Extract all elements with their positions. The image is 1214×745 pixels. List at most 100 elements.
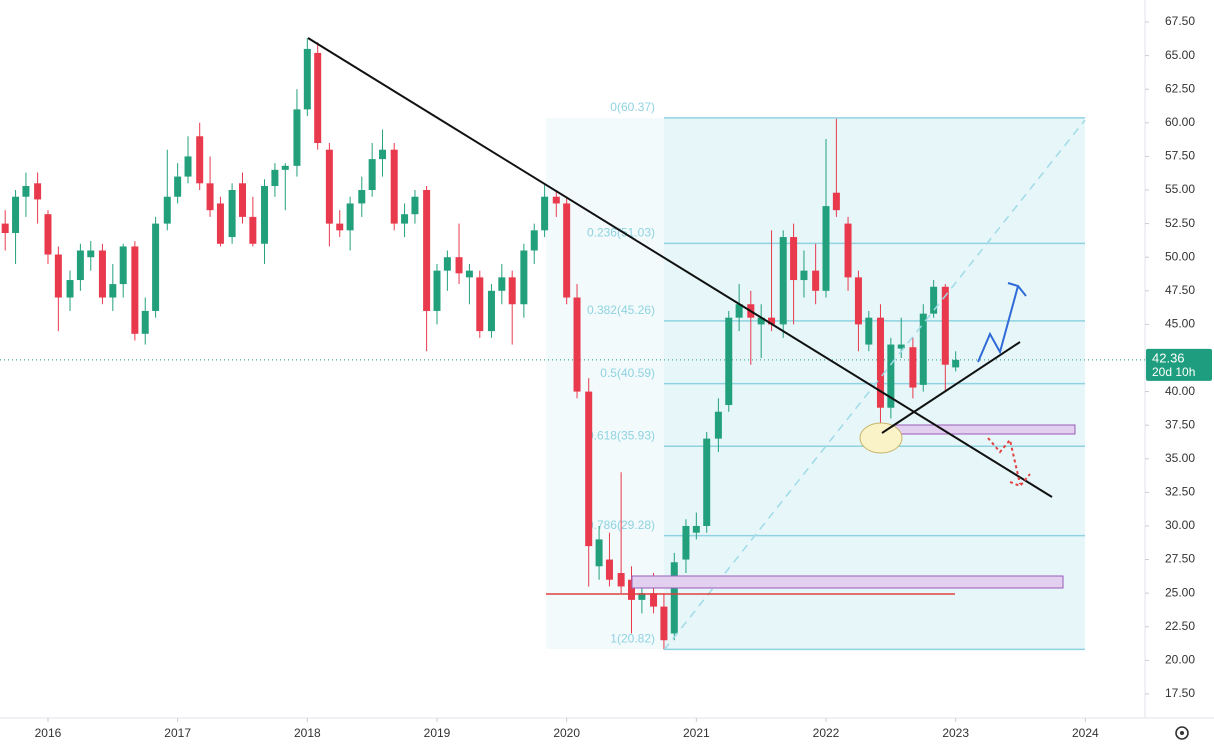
- y-tick-label: 35.00: [1165, 451, 1195, 465]
- candle-body: [423, 190, 431, 311]
- candle-body: [876, 317, 884, 408]
- candle-body: [757, 317, 765, 325]
- up-trendline: [881, 341, 1021, 434]
- x-tick-label: 2019: [424, 726, 451, 740]
- candle-body: [271, 169, 279, 186]
- fib-label: 0.618(35.93): [587, 428, 655, 442]
- candle-body: [897, 344, 905, 349]
- candle-body: [336, 223, 344, 231]
- candle-body: [261, 185, 269, 244]
- candle-body: [433, 270, 441, 311]
- settings-icon[interactable]: [1175, 726, 1189, 740]
- y-tick-label: 62.50: [1165, 81, 1195, 95]
- down-trendline: [307, 37, 1053, 498]
- candle-body: [281, 165, 289, 170]
- candle-body: [660, 606, 668, 641]
- candle-body: [692, 525, 700, 533]
- candle-body: [832, 192, 840, 211]
- highlight-ellipse: [859, 422, 903, 454]
- bull-path: [977, 285, 1019, 363]
- zone-box: [631, 575, 1064, 589]
- y-tick-label: 57.50: [1165, 149, 1195, 163]
- fib-diagonal: [663, 119, 1086, 651]
- candle-body: [216, 203, 224, 244]
- candle-body: [12, 196, 20, 234]
- candle-body: [22, 185, 30, 197]
- candle-body: [617, 573, 625, 587]
- candle-body: [768, 317, 776, 325]
- candle-body: [919, 313, 927, 385]
- candle-body: [76, 250, 84, 281]
- candle-body: [952, 359, 960, 368]
- fib-label: 0.5(40.59): [600, 366, 655, 380]
- y-tick-label: 30.00: [1165, 518, 1195, 532]
- candle-body: [54, 254, 62, 298]
- y-tick-label: 47.50: [1165, 283, 1195, 297]
- candle-body: [800, 270, 808, 281]
- candle-body: [87, 250, 95, 258]
- candle-body: [682, 525, 690, 560]
- y-tick-label: 67.50: [1165, 14, 1195, 28]
- marks: 0(60.37) 0.236(51.03) 0.382(45.26) 0.5(40.5…: [0, 14, 1212, 740]
- bear-path: [987, 437, 1021, 485]
- x-tick-label: 2023: [942, 726, 969, 740]
- candle-body: [650, 593, 658, 607]
- candle-body: [44, 214, 52, 255]
- candle-body: [822, 206, 830, 291]
- last-price-label: 42.36: [1152, 350, 1185, 365]
- candle-body: [595, 539, 603, 567]
- candle-body: [455, 257, 463, 274]
- x-tick-label: 2018: [294, 726, 321, 740]
- candle-body: [670, 562, 678, 634]
- candle-body: [725, 317, 733, 406]
- candle-body: [152, 223, 160, 311]
- candle-body: [1, 223, 9, 234]
- candle-body: [498, 277, 506, 291]
- candle-body: [238, 183, 246, 217]
- candle-body: [109, 284, 117, 298]
- y-tick-label: 52.50: [1165, 216, 1195, 230]
- y-tick-label: 32.50: [1165, 485, 1195, 499]
- x-tick-label: 2020: [553, 726, 580, 740]
- gear-center[interactable]: [1180, 731, 1184, 735]
- candle-body: [703, 438, 711, 526]
- candle-body: [854, 277, 862, 325]
- candle-body: [605, 559, 613, 580]
- candle-body: [714, 411, 722, 439]
- drawings: [307, 37, 1086, 651]
- candle-body: [508, 277, 516, 305]
- candle-body: [865, 317, 873, 345]
- bull-arrowhead: [1007, 282, 1027, 297]
- x-tick-label: 2017: [164, 726, 191, 740]
- y-tick-label: 65.00: [1165, 48, 1195, 62]
- candle-body: [735, 304, 743, 318]
- y-tick-label: 22.50: [1165, 619, 1195, 633]
- y-tick-label: 45.00: [1165, 317, 1195, 331]
- candle-body: [196, 136, 204, 184]
- y-tick-label: 25.00: [1165, 585, 1195, 599]
- y-tick-label: 55.00: [1165, 182, 1195, 196]
- candle-body: [487, 290, 495, 332]
- countdown-label: 20d 10h: [1152, 365, 1195, 379]
- candle-body: [98, 250, 106, 298]
- y-tick-label: 40.00: [1165, 384, 1195, 398]
- gear[interactable]: [1175, 726, 1189, 740]
- candle-body: [119, 246, 127, 285]
- candle-body: [390, 149, 398, 224]
- y-tick-label: 17.50: [1165, 686, 1195, 700]
- candle-body: [628, 579, 636, 600]
- candle-body: [563, 203, 571, 298]
- candle-body: [812, 270, 820, 291]
- candle-body: [401, 214, 409, 224]
- fib-label: 0(60.37): [610, 100, 655, 114]
- candle-body: [541, 196, 549, 231]
- candle-body: [174, 176, 182, 197]
- x-tick-label: 2021: [683, 726, 710, 740]
- y-tick-label: 50.00: [1165, 249, 1195, 263]
- candle-body: [530, 230, 538, 251]
- candle-body: [346, 203, 354, 231]
- candle-body: [844, 223, 852, 278]
- candle-body: [131, 246, 139, 334]
- candle-body: [368, 159, 376, 191]
